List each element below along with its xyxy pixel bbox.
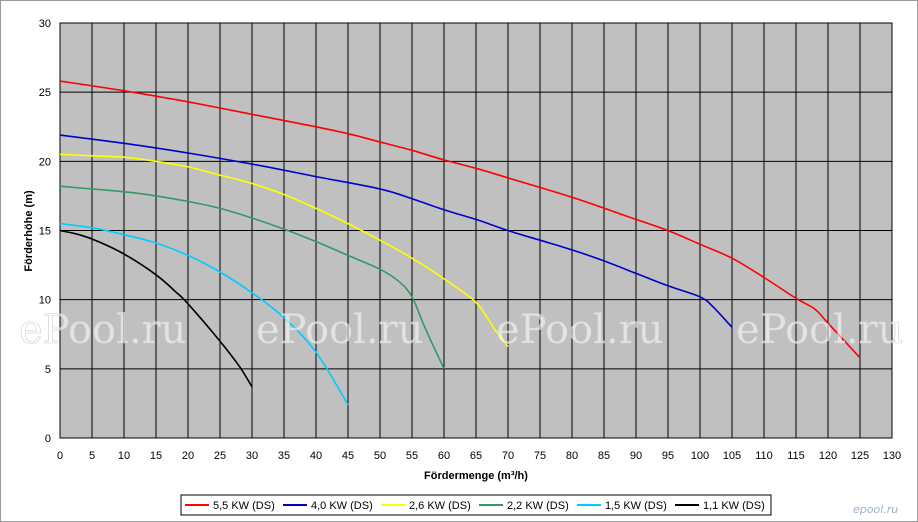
x-tick-label: 30 — [246, 450, 258, 462]
x-tick-label: 10 — [118, 450, 130, 462]
y-tick-label: 30 — [39, 18, 51, 30]
x-tick-label: 15 — [150, 450, 162, 462]
y-tick-labels: 0 5 10 15 20 25 30 — [39, 18, 51, 445]
logo: epool.ru — [853, 503, 898, 516]
x-tick-label: 70 — [502, 450, 514, 462]
x-tick-label: 90 — [630, 450, 642, 462]
series-line-0 — [59, 80, 861, 359]
x-tick-label: 75 — [534, 450, 546, 462]
watermarks: ePool.ru ePool.ru ePool.ru ePool.ru — [19, 307, 904, 354]
x-tick-label: 25 — [214, 450, 226, 462]
legend: 5,5 KW (DS) 4,0 KW (DS) 2,6 KW (DS) 2,2 KW … — [185, 500, 765, 512]
x-axis-title: Fördermenge (m³/h) — [424, 470, 528, 482]
legend-label: 2,2 KW (DS) — [507, 500, 569, 512]
watermark: ePool.ru — [736, 307, 904, 353]
x-tick-label: 105 — [723, 450, 741, 462]
y-tick-label: 15 — [39, 226, 51, 238]
series-line-2 — [59, 153, 509, 348]
series-line-1 — [59, 134, 733, 328]
legend-label: 4,0 KW (DS) — [311, 500, 373, 512]
series-line-5 — [59, 229, 253, 388]
legend-label: 1,5 KW (DS) — [605, 500, 667, 512]
series-layer — [59, 80, 861, 406]
y-tick-label: 0 — [45, 433, 51, 445]
x-tick-label: 20 — [182, 450, 194, 462]
y-tick-label: 25 — [39, 87, 51, 99]
watermark: ePool.ru — [496, 307, 664, 353]
y-tick-label: 5 — [45, 364, 51, 376]
x-tick-label: 115 — [787, 450, 805, 462]
x-tick-label: 125 — [851, 450, 869, 462]
series-line-4 — [59, 222, 349, 406]
x-tick-label: 65 — [470, 450, 482, 462]
legend-label: 5,5 KW (DS) — [213, 500, 275, 512]
x-tick-label: 80 — [566, 450, 578, 462]
legend-label: 1,1 KW (DS) — [703, 500, 765, 512]
legend-label: 2,6 KW (DS) — [409, 500, 471, 512]
x-tick-labels: 0 5 10 15 20 25 30 35 40 45 50 55 60 65 70 75 80 85 90 95 10… — [57, 450, 901, 462]
x-tick-label: 110 — [755, 450, 773, 462]
y-tick-label: 10 — [39, 295, 51, 307]
x-tick-label: 120 — [819, 450, 837, 462]
x-tick-label: 45 — [342, 450, 354, 462]
x-tick-label: 100 — [691, 450, 709, 462]
legend-box — [180, 494, 772, 516]
x-tick-label: 60 — [438, 450, 450, 462]
x-tick-label: 35 — [278, 450, 290, 462]
grid — [59, 22, 893, 439]
x-tick-label: 5 — [89, 450, 95, 462]
y-axis-title: Förderhöhe (m) — [23, 190, 35, 272]
x-tick-label: 95 — [662, 450, 674, 462]
x-tick-label: 130 — [883, 450, 901, 462]
x-tick-label: 85 — [598, 450, 610, 462]
x-tick-label: 0 — [57, 450, 63, 462]
watermark: ePool.ru — [19, 307, 187, 353]
x-tick-label: 55 — [406, 450, 418, 462]
x-tick-label: 40 — [310, 450, 322, 462]
x-tick-label: 50 — [374, 450, 386, 462]
watermark: ePool.ru — [256, 307, 424, 353]
y-tick-label: 20 — [39, 156, 51, 168]
series-line-3 — [59, 185, 445, 370]
